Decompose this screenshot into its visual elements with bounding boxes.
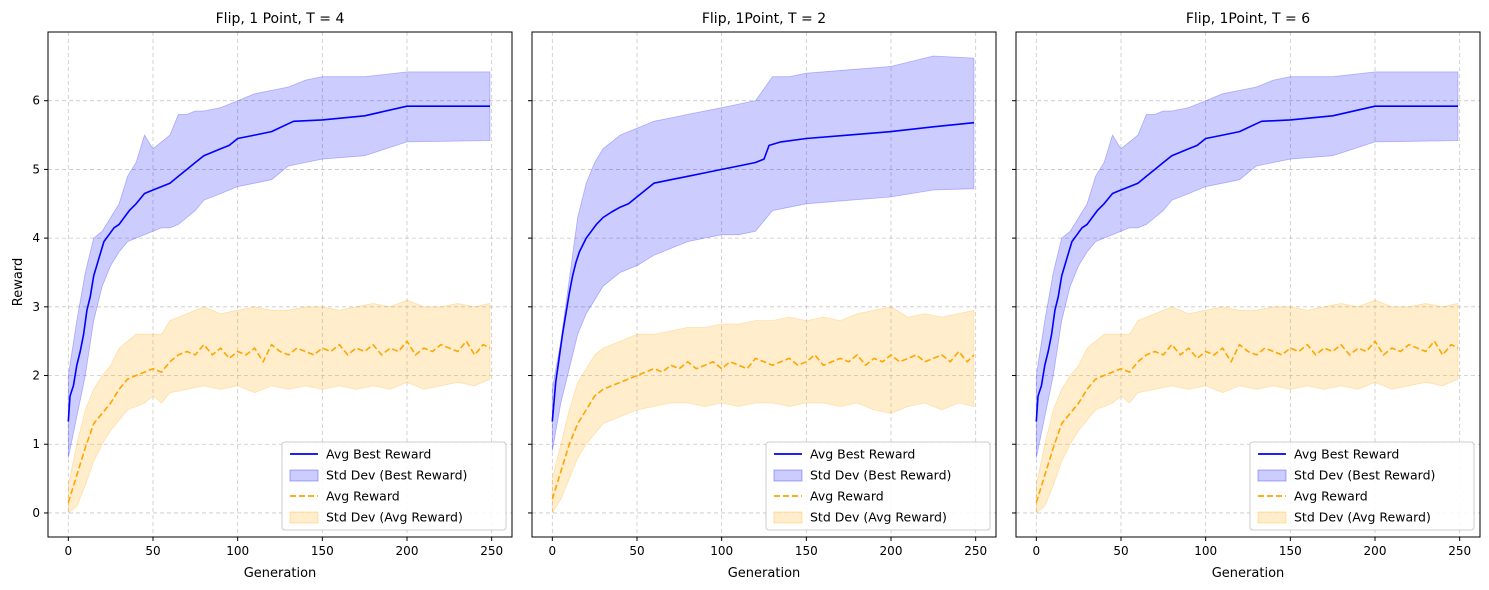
std-band — [1035, 299, 1459, 514]
avg-best-reward-line — [67, 105, 490, 422]
legend-label: Avg Reward — [326, 489, 400, 504]
legend-label: Avg Best Reward — [1294, 447, 1399, 462]
x-tick-label: 0 — [1033, 544, 1041, 558]
avg-reward-line — [1035, 340, 1459, 503]
y-tick-label: 5 — [32, 162, 40, 176]
y-tick-label: 0 — [32, 506, 40, 520]
x-tick-label: 50 — [145, 544, 160, 558]
chart-panel-3: 0 50 100 150 200 250 Flip, 1Point, T = 6 Genera… — [1012, 11, 1481, 581]
std-band — [67, 71, 491, 459]
avg-best-reward-line — [551, 121, 975, 422]
std-band — [551, 55, 975, 452]
x-tick-label: 250 — [964, 544, 987, 558]
x-tick-label: 50 — [1113, 544, 1128, 558]
chart-panel-1: 0 50 100 150 200 250 0 1 2 3 4 5 6 Flip, 1 Point, T =… — [32, 11, 513, 581]
std-band — [67, 299, 491, 514]
x-axis-label: Generation — [244, 566, 317, 581]
std-band — [551, 306, 975, 515]
x-axis-label: Generation — [728, 566, 801, 581]
chart-title: Flip, 1Point, T = 6 — [1186, 11, 1310, 27]
axes-frame — [531, 31, 997, 538]
plot-area — [1035, 71, 1459, 514]
legend-swatch — [773, 469, 803, 482]
legend-box — [765, 441, 991, 531]
x-tick-label: 250 — [1448, 544, 1471, 558]
legend-swatch — [1257, 469, 1287, 482]
legend-swatch — [773, 511, 803, 524]
plot-area — [551, 55, 975, 515]
x-tick-label: 250 — [480, 544, 503, 558]
x-axis-label: Generation — [1212, 566, 1285, 581]
legend-label: Avg Best Reward — [326, 447, 431, 462]
plot-area — [67, 71, 491, 514]
x-tick-label: 100 — [710, 544, 733, 558]
legend-label: Std Dev (Avg Reward) — [1294, 510, 1431, 525]
legend-label: Std Dev (Best Reward) — [810, 468, 951, 483]
legend-swatch — [289, 469, 319, 482]
legend-label: Std Dev (Avg Reward) — [326, 510, 463, 525]
chart-panel-2: 0 50 100 150 200 250 Flip, 1Point, T = 2 Genera… — [528, 11, 997, 581]
legend-label: Std Dev (Best Reward) — [1294, 468, 1435, 483]
x-tick-label: 200 — [880, 544, 903, 558]
x-tick-label: 100 — [226, 544, 249, 558]
y-tick-label: 6 — [32, 94, 40, 108]
chart-title: Flip, 1Point, T = 2 — [702, 11, 826, 27]
legend-label: Avg Reward — [810, 489, 884, 504]
y-tick-label: 1 — [32, 437, 40, 451]
avg-reward-line — [551, 350, 975, 500]
legend-label: Std Dev (Best Reward) — [326, 468, 467, 483]
x-tick-label: 150 — [1279, 544, 1302, 558]
avg-best-reward-line — [1035, 105, 1458, 422]
y-tick-label: 2 — [32, 369, 40, 383]
legend-box — [1249, 441, 1475, 531]
y-tick-label: 3 — [32, 300, 40, 314]
legend-box — [281, 441, 507, 531]
axes-frame — [47, 31, 513, 538]
axes-frame — [1015, 31, 1481, 538]
legend-label: Avg Best Reward — [810, 447, 915, 462]
x-tick-label: 50 — [629, 544, 644, 558]
y-tick-label: 4 — [32, 231, 40, 245]
x-tick-label: 100 — [1194, 544, 1217, 558]
x-tick-label: 150 — [795, 544, 818, 558]
x-tick-label: 150 — [311, 544, 334, 558]
figure-ylabel: Reward — [11, 258, 26, 306]
legend-swatch — [1257, 511, 1287, 524]
x-tick-label: 200 — [396, 544, 419, 558]
legend-label: Avg Reward — [1294, 489, 1368, 504]
x-tick-label: 0 — [549, 544, 557, 558]
legend-label: Std Dev (Avg Reward) — [810, 510, 947, 525]
std-band — [1035, 71, 1459, 459]
chart-title: Flip, 1 Point, T = 4 — [216, 11, 345, 27]
x-tick-label: 200 — [1364, 544, 1387, 558]
legend-swatch — [289, 511, 319, 524]
avg-reward-line — [67, 340, 491, 503]
x-tick-label: 0 — [65, 544, 73, 558]
